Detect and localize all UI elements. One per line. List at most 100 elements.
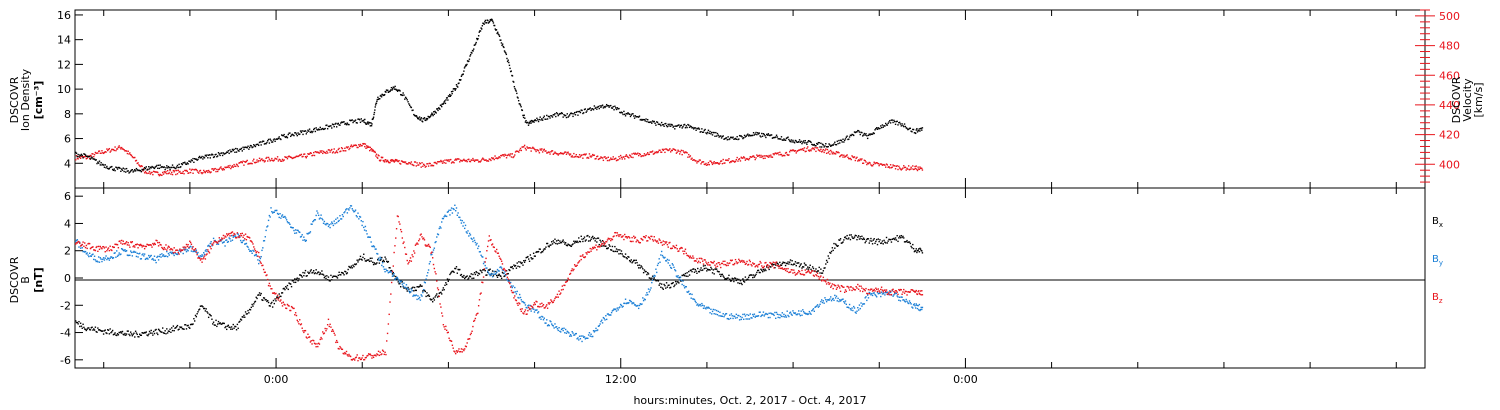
bz-point	[423, 239, 426, 241]
by-point	[436, 236, 438, 238]
by-point	[491, 275, 494, 278]
bz-point	[312, 339, 314, 342]
density-point	[329, 125, 331, 127]
by-point	[738, 319, 741, 321]
by-point	[124, 249, 126, 251]
bx-point	[615, 250, 617, 253]
bx-point	[559, 240, 561, 242]
bx-point	[190, 323, 193, 325]
velocity-point	[125, 150, 127, 152]
density-point	[599, 105, 601, 107]
density-point	[425, 119, 427, 122]
bz-point	[128, 244, 130, 246]
velocity-point	[226, 166, 229, 168]
bx-point	[198, 308, 201, 310]
bx-point	[366, 259, 368, 261]
bx-point	[215, 319, 217, 322]
density-point	[125, 167, 128, 170]
bx-point	[176, 324, 179, 327]
velocity-point	[493, 158, 495, 161]
density-point	[409, 106, 412, 108]
by-point	[326, 222, 329, 225]
velocity-point	[262, 159, 265, 162]
velocity-point	[167, 172, 170, 175]
bx-point	[869, 240, 871, 242]
density-point	[598, 107, 600, 110]
velocity-point	[660, 151, 662, 153]
velocity-point	[709, 160, 711, 162]
density-point	[551, 116, 554, 118]
velocity-point	[894, 168, 897, 170]
velocity-point	[217, 168, 220, 171]
density-point	[873, 132, 875, 135]
velocity-point	[572, 156, 574, 158]
density-point	[680, 124, 683, 127]
by-point	[651, 279, 654, 281]
bz-point	[578, 260, 581, 262]
velocity-point	[853, 156, 856, 158]
by-point	[386, 269, 388, 272]
bz-point	[204, 258, 207, 260]
top-left-tick-label: 14	[57, 34, 71, 47]
velocity-point	[491, 157, 493, 159]
density-point	[468, 60, 470, 62]
bz-point	[569, 273, 571, 275]
bz-point	[164, 248, 166, 250]
bz-point	[353, 358, 355, 360]
bz-point	[575, 265, 578, 267]
density-point	[865, 133, 867, 135]
velocity-point	[132, 156, 134, 159]
by-point	[867, 297, 870, 299]
bz-point	[571, 268, 573, 270]
bx-point	[229, 326, 231, 329]
velocity-point	[261, 158, 263, 160]
bx-point	[560, 241, 563, 244]
density-point	[779, 138, 781, 140]
bx-point	[802, 266, 804, 268]
velocity-point	[835, 150, 838, 153]
by-point	[518, 293, 521, 296]
density-point	[451, 92, 453, 95]
density-point	[231, 148, 234, 151]
velocity-point	[270, 159, 272, 162]
by-point	[712, 308, 715, 311]
velocity-point	[268, 158, 271, 160]
velocity-point	[877, 162, 880, 165]
bz-point	[237, 236, 239, 238]
bx-point	[719, 273, 721, 276]
density-point	[701, 128, 703, 130]
by-point	[582, 336, 585, 338]
bz-point	[308, 336, 310, 339]
bx-point	[284, 288, 286, 291]
by-point	[870, 294, 872, 296]
bx-point	[788, 261, 791, 263]
velocity-point	[324, 151, 326, 154]
bx-point	[428, 295, 431, 297]
by-point	[581, 340, 583, 343]
velocity-point	[738, 158, 740, 161]
density-point	[127, 170, 129, 172]
bz-point	[329, 323, 331, 326]
density-point	[856, 131, 858, 133]
density-point	[239, 148, 242, 151]
bx-point	[280, 292, 283, 294]
velocity-point	[615, 157, 617, 160]
velocity-point	[79, 157, 82, 160]
velocity-point	[892, 164, 894, 166]
by-point	[330, 223, 332, 225]
by-point	[572, 332, 574, 334]
velocity-point	[404, 161, 407, 163]
by-point	[732, 317, 734, 320]
bx-point	[104, 329, 106, 331]
velocity-point	[510, 156, 513, 158]
density-point	[335, 126, 338, 128]
bx-point	[735, 279, 738, 282]
bx-point	[333, 275, 335, 277]
by-point	[468, 235, 470, 237]
density-point	[186, 162, 189, 164]
velocity-point	[748, 157, 751, 160]
by-point	[249, 250, 252, 252]
by-point	[281, 214, 284, 216]
bz-point	[522, 312, 524, 314]
bx-point	[902, 235, 904, 238]
